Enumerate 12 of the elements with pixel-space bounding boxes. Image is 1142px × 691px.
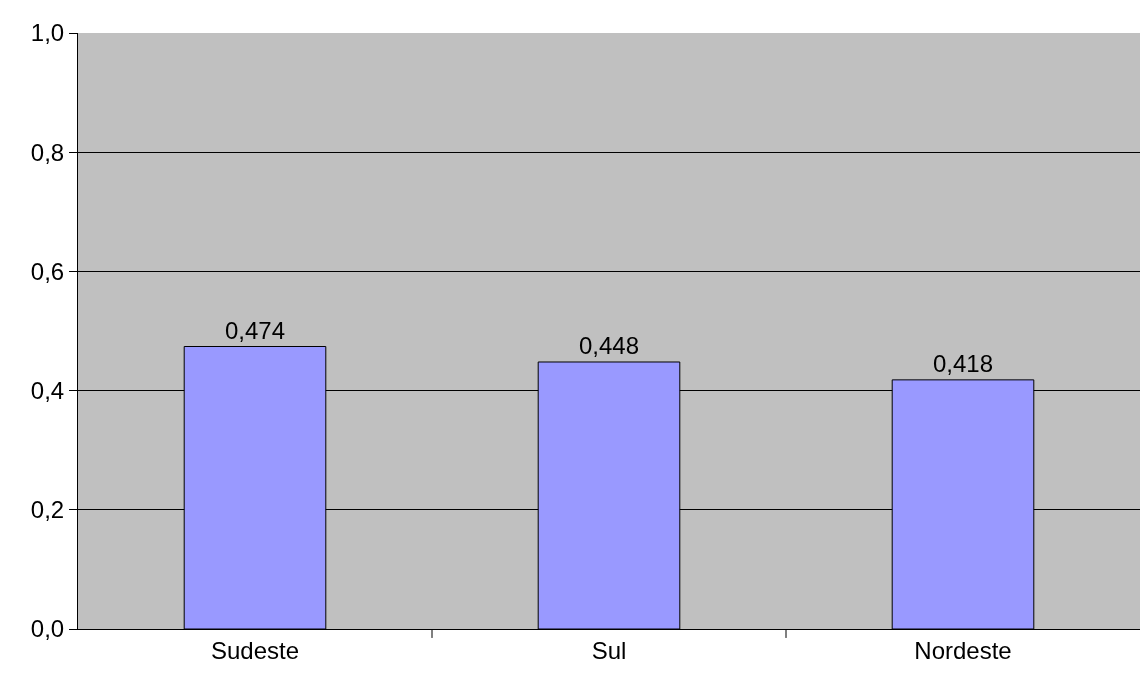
y-tick-label: 0,6 [30, 257, 65, 285]
x-tick-label: Sudeste [210, 636, 300, 664]
x-tick-label: Sul [591, 636, 627, 664]
y-tick-label: 0,8 [30, 138, 65, 166]
data-label: 0,448 [578, 331, 640, 359]
y-tick-label: 1,0 [30, 19, 65, 47]
y-tick-label: 0,4 [30, 377, 65, 404]
data-label: 0,474 [224, 316, 286, 344]
y-tick-label: 0,0 [30, 615, 65, 643]
y-tick-label: 0,2 [30, 496, 65, 524]
data-label: 0,418 [932, 349, 994, 377]
x-tick-label: Nordeste [914, 636, 1012, 664]
